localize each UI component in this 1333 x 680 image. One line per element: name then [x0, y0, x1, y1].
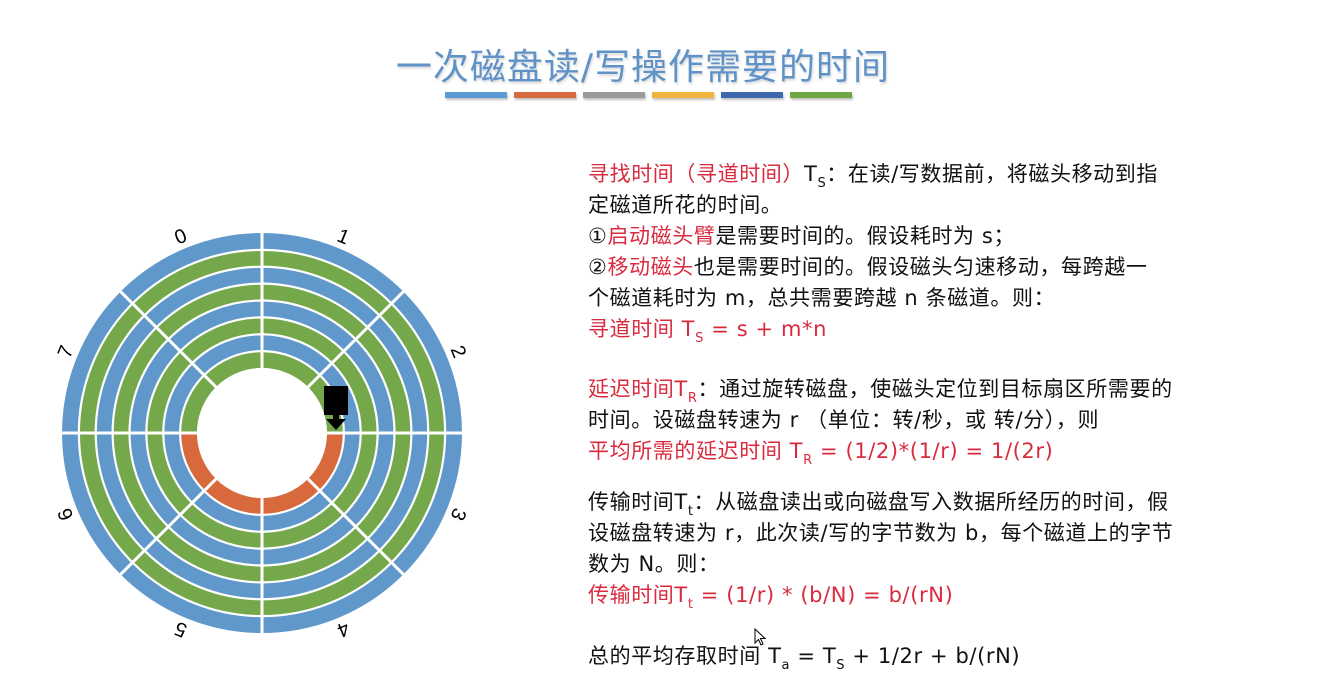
text-line: 寻找时间（寻道时间）TS：在读/写数据前，将磁头移动到指 — [588, 158, 1158, 191]
text-line: 平均所需的延迟时间 TR = (1/2)*(1/r) = 1/(2r) — [588, 435, 1054, 468]
text-line: 传输时间Tt：从磁盘读出或向磁盘写入数据所经历的时间，假 — [588, 486, 1169, 519]
divider-bar — [583, 92, 645, 98]
sector-label: 6 — [54, 505, 79, 524]
text-segment: 设磁盘转速为 r，此次读/写的字节数为 b，每个磁道上的字节 — [588, 521, 1174, 545]
text-segment: ：从磁盘读出或向磁盘写入数据所经历的时间，假 — [693, 490, 1169, 514]
mouse-cursor-icon — [754, 628, 767, 646]
sector-label: 3 — [446, 505, 471, 524]
text-segment: 是需要时间的。假设耗时为 s； — [715, 224, 1016, 248]
text-line: 设磁盘转速为 r，此次读/写的字节数为 b，每个磁道上的字节 — [588, 517, 1173, 547]
divider-bar — [514, 92, 576, 98]
text-segment: 时间。设磁盘转速为 r （单位：转/秒，或 转/分），则 — [588, 408, 1100, 432]
text-segment: 平均所需的延迟时间 T — [588, 439, 804, 463]
text-segment: ② — [588, 255, 608, 279]
text-segment: 寻道时间 T — [588, 317, 696, 341]
text-line: 个磁道耗时为 m，总共需要跨越 n 条磁道。则： — [588, 282, 1055, 312]
disk-hole — [197, 368, 327, 498]
text-line: 寻道时间 TS = s + m*n — [588, 313, 828, 346]
text-segment: 定磁道所花的时间。 — [588, 193, 783, 217]
text-segment: 个磁道耗时为 m，总共需要跨越 n 条磁道。则： — [588, 286, 1056, 310]
text-line: 定磁道所花的时间。 — [588, 189, 782, 219]
text-line: 时间。设磁盘转速为 r （单位：转/秒，或 转/分），则 — [588, 404, 1099, 434]
text-segment: = (1/2)*(1/r) = 1/(2r) — [812, 439, 1054, 463]
sector-label: 5 — [172, 617, 191, 642]
text-segment: 寻找时间（寻道时间） — [588, 162, 804, 186]
text-segment: 移动磁头 — [607, 255, 694, 279]
subscript: R — [687, 391, 698, 406]
subscript: t — [687, 597, 694, 612]
text-segment: 总的平均存取时间 T — [588, 644, 782, 668]
sector-label: 4 — [334, 617, 353, 642]
text-segment: 启动磁头臂 — [607, 224, 716, 248]
text-segment: + 1/2r + b/(rN) — [845, 644, 1021, 668]
slide-title: 一次磁盘读/写操作需要的时间 — [395, 47, 891, 88]
subscript: t — [687, 504, 694, 519]
sector-divider — [118, 477, 218, 577]
disk-head-arrow-icon — [324, 386, 348, 430]
subscript: S — [695, 331, 704, 346]
text-segment: 传输时间T — [588, 583, 688, 607]
subscript: R — [803, 453, 813, 468]
text-line: 数为 N。则： — [588, 548, 720, 578]
text-segment: 传输时间T — [588, 490, 688, 514]
text-line: 传输时间Tt = (1/r) * (b/N) = b/(rN) — [588, 579, 954, 612]
text-segment: ：在读/写数据前，将磁头移动到指 — [826, 162, 1158, 186]
sector-label: 7 — [54, 343, 79, 362]
text-line: ①启动磁头臂是需要时间的。假设耗时为 s； — [588, 220, 1015, 250]
divider-bar — [790, 92, 852, 98]
sector-divider — [118, 289, 218, 389]
text-segment: = T — [790, 644, 837, 668]
sector-divider — [306, 289, 406, 389]
divider-bar — [445, 92, 507, 98]
text-line: 总的平均存取时间 Ta = TS + 1/2r + b/(rN) — [588, 640, 1021, 673]
subscript: S — [836, 658, 846, 673]
text-segment: 数为 N。则： — [588, 552, 720, 576]
sector-label: 2 — [446, 343, 471, 362]
text-segment: T — [804, 162, 818, 186]
divider-bar — [652, 92, 714, 98]
subscript: S — [817, 176, 827, 191]
text-segment: 也是需要时间的。假设磁头匀速移动，每跨越一 — [693, 255, 1148, 279]
sector-label: 1 — [334, 225, 353, 250]
text-line: 延迟时间TR：通过旋转磁盘，使磁头定位到目标扇区所需要的 — [588, 373, 1173, 406]
sector-divider — [306, 477, 406, 577]
disk-diagram: 0 1 2 3 4 5 6 7 — [54, 225, 471, 642]
text-segment: = (1/r) * (b/N) = b/(rN) — [693, 583, 954, 607]
text-segment: 延迟时间T — [588, 377, 688, 401]
divider-bar — [721, 92, 783, 98]
subscript: a — [781, 658, 791, 673]
text-line: ②移动磁头也是需要时间的。假设磁头匀速移动，每跨越一 — [588, 251, 1147, 281]
text-segment: = s + m*n — [703, 317, 828, 341]
text-segment: ：通过旋转磁盘，使磁头定位到目标扇区所需要的 — [697, 377, 1173, 401]
text-segment: ① — [588, 224, 608, 248]
sector-label: 0 — [172, 225, 191, 250]
